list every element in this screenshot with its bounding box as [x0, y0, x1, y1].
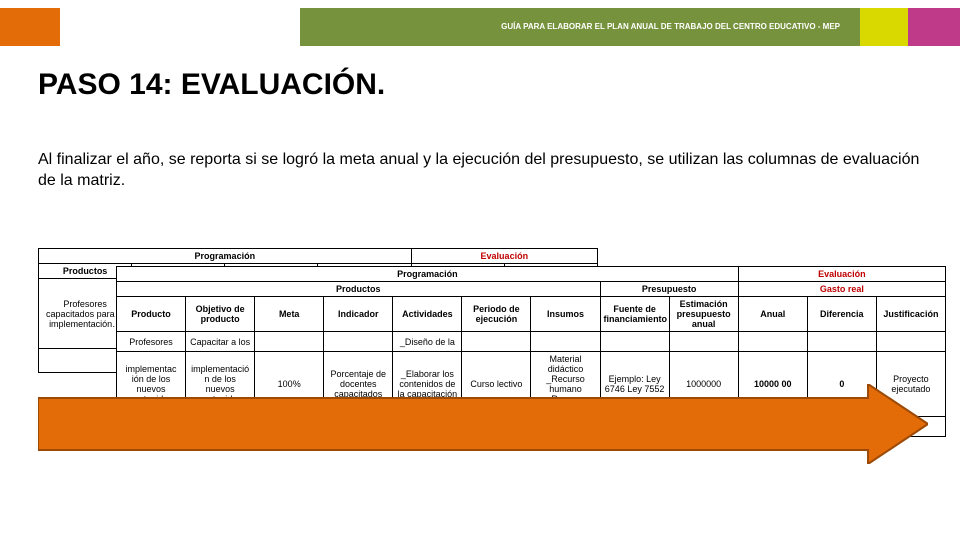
header-seg-4 — [908, 8, 960, 46]
cell — [669, 332, 738, 352]
cell — [807, 332, 876, 352]
cell — [255, 332, 324, 352]
front-th-prog: Programación — [117, 267, 739, 282]
front-col-9: Anual — [738, 297, 807, 332]
front-col-3: Indicador — [324, 297, 393, 332]
header-bar: GUÍA PARA ELABORAR EL PLAN ANUAL DE TRAB… — [0, 8, 960, 46]
front-col-7: Fuente de financiamiento — [600, 297, 669, 332]
header-seg-0 — [0, 8, 60, 46]
front-col-5: Periodo de ejecución — [462, 297, 531, 332]
header-text: GUÍA PARA ELABORAR EL PLAN ANUAL DE TRAB… — [300, 8, 858, 46]
cell: Profesores — [117, 332, 186, 352]
cell: _Diseño de la — [393, 332, 462, 352]
front-grp-prod: Productos — [117, 282, 601, 297]
front-col-11: Justificación — [876, 297, 945, 332]
cell — [462, 332, 531, 352]
header-seg-1 — [60, 8, 300, 46]
cell — [600, 332, 669, 352]
header-seg-3 — [860, 8, 908, 46]
front-col-10: Diferencia — [807, 297, 876, 332]
cell — [738, 332, 807, 352]
cell — [531, 332, 600, 352]
arrow-shape — [38, 384, 928, 464]
front-data-row1: ProfesoresCapacitar a los _Diseño de la — [117, 332, 946, 352]
front-col-2: Meta — [255, 297, 324, 332]
front-th-eval: Evaluación — [738, 267, 945, 282]
front-col-4: Actividades — [393, 297, 462, 332]
cell: Capacitar a los — [186, 332, 255, 352]
front-col-6: Insumos — [531, 297, 600, 332]
intro-paragraph: Al finalizar el año, se reporta si se lo… — [38, 150, 922, 192]
highlight-arrow — [38, 384, 928, 464]
front-col-8: Estimación presupuesto anual — [669, 297, 738, 332]
front-col-0: Producto — [117, 297, 186, 332]
back-th-prog: Programación — [39, 249, 412, 264]
front-grp-pres: Presupuesto — [600, 282, 738, 297]
cell — [324, 332, 393, 352]
front-col-1: Objetivo de producto — [186, 297, 255, 332]
front-grp-gasto: Gasto real — [738, 282, 945, 297]
page-title: PASO 14: EVALUACIÓN. — [38, 68, 385, 102]
cell — [876, 332, 945, 352]
back-th-eval: Evaluación — [411, 249, 597, 264]
front-col-row: ProductoObjetivo de productoMetaIndicado… — [117, 297, 946, 332]
